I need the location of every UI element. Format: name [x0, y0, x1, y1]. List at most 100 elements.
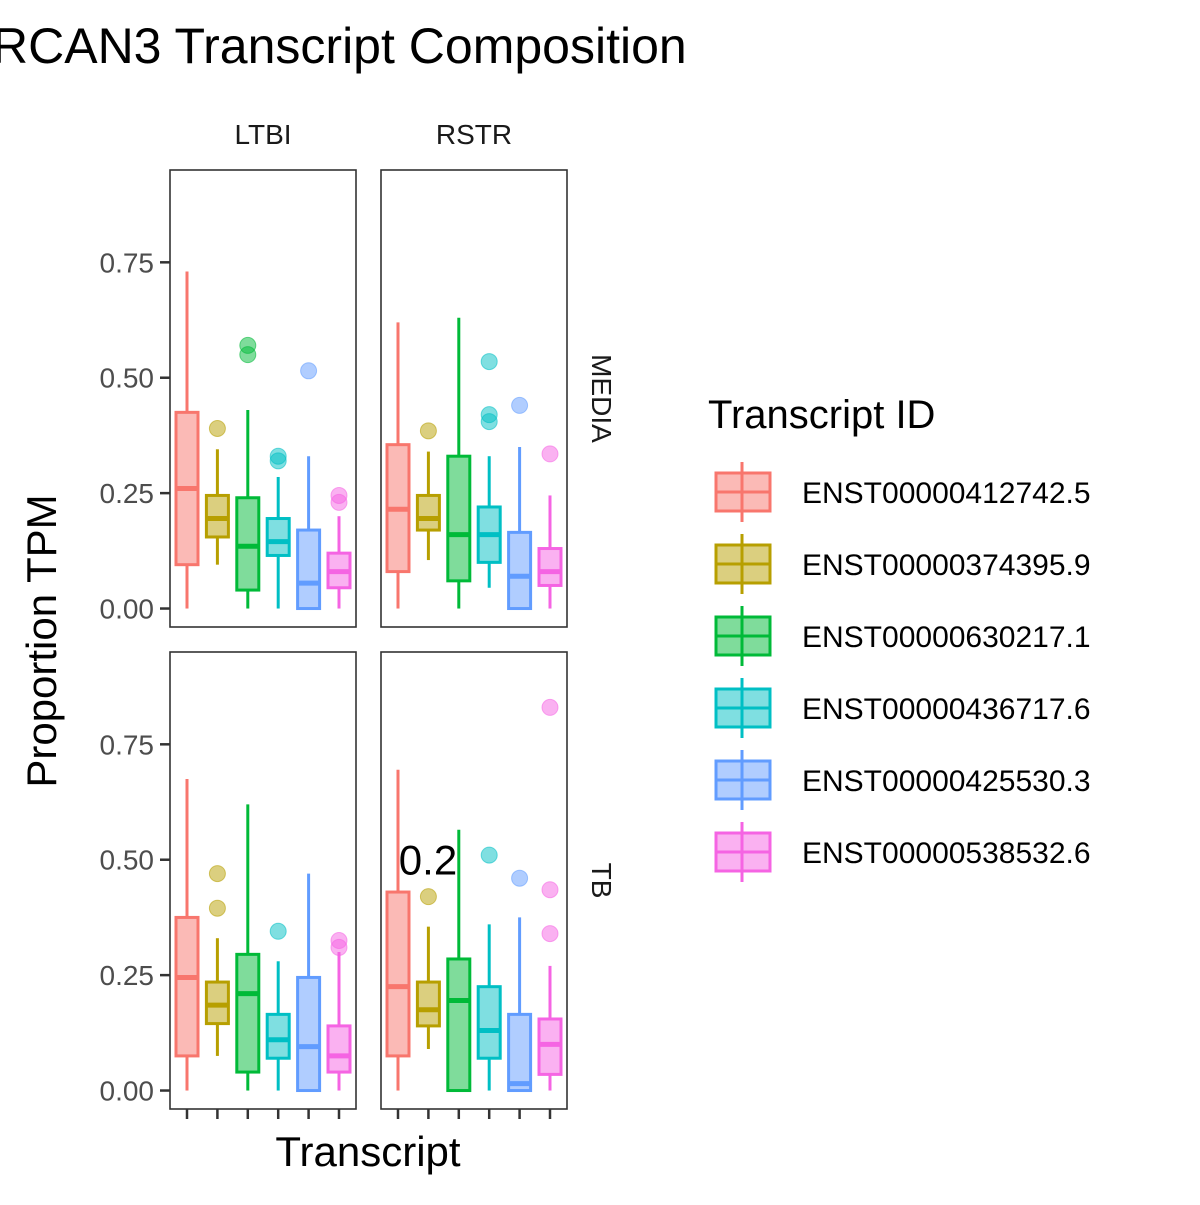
box-ltbi-media-3 — [235, 336, 261, 609]
box-rstr-tb-4 — [476, 846, 502, 1091]
iqr-box — [235, 952, 261, 1074]
outlier-point — [330, 486, 348, 504]
panel-border — [380, 651, 568, 1110]
iqr-box — [415, 980, 441, 1028]
iqr-box — [446, 957, 472, 1093]
legend-title: Transcript ID — [708, 393, 935, 437]
outlier-point — [300, 362, 318, 380]
box-ltbi-media-2 — [204, 420, 230, 565]
outlier-point — [269, 922, 287, 940]
y-tick-label: 0.75 — [100, 729, 155, 760]
box-rstr-media-6 — [537, 445, 563, 609]
iqr-box — [265, 1012, 291, 1060]
strip-label-media: MEDIA — [586, 354, 617, 443]
box-rstr-media-5 — [507, 396, 533, 611]
panel-rstr-tb — [380, 651, 568, 1110]
panel-rstr-media — [380, 169, 568, 628]
box-ltbi-tb-3 — [235, 804, 261, 1091]
x-axis-title: Transcript — [275, 1128, 460, 1175]
iqr-box — [507, 530, 533, 611]
y-axis-title: Proportion TPM — [18, 494, 65, 787]
facet-panels: LTBI 0.00 0.25 0.50 0.75 RSTR MEDIA 0.00 0.25 0.5… — [100, 119, 617, 1119]
legend-item-3: ENST00000630217.1 — [714, 606, 1091, 666]
box-rstr-media-3 — [446, 317, 472, 609]
panel-ltbi-media — [169, 169, 357, 628]
y-tick-label: 0.25 — [100, 478, 155, 509]
box-rstr-tb-1 — [385, 769, 411, 1091]
iqr-box — [174, 915, 200, 1058]
box-ltbi-media-5 — [296, 362, 322, 611]
iqr-box — [296, 975, 322, 1093]
box-ltbi-tb-4 — [265, 922, 291, 1091]
iqr-box — [296, 528, 322, 611]
box-ltbi-media-1 — [174, 271, 200, 609]
chart-title: RCAN3 Transcript Composition — [0, 18, 687, 74]
strip-label-ltbi: LTBI — [234, 119, 291, 150]
iqr-box — [537, 547, 563, 587]
outlier-point — [541, 445, 559, 463]
legend: Transcript ID ENST00000412742.5 ENST00000… — [708, 393, 1091, 882]
outlier-point — [330, 932, 348, 950]
outlier-point — [208, 899, 226, 917]
annotation-label: 0.2 — [399, 837, 457, 884]
iqr-box — [415, 493, 441, 532]
legend-label: ENST00000412742.5 — [802, 477, 1091, 510]
iqr-box — [326, 1024, 352, 1074]
outlier-point — [541, 925, 559, 943]
box-rstr-tb-5 — [507, 869, 533, 1093]
box-ltbi-media-4 — [265, 447, 291, 609]
panel-border — [169, 651, 357, 1110]
iqr-box — [385, 890, 411, 1058]
y-tick-label: 0.50 — [100, 363, 155, 394]
box-rstr-media-4 — [476, 353, 502, 588]
legend-label: ENST00000425530.3 — [802, 765, 1091, 798]
legend-label: ENST00000374395.9 — [802, 549, 1091, 582]
iqr-box — [446, 454, 472, 583]
panel-border — [169, 169, 357, 628]
outlier-point — [511, 869, 529, 887]
box-rstr-media-1 — [385, 322, 411, 609]
box-ltbi-media-6 — [326, 486, 352, 609]
outlier-point — [419, 888, 437, 906]
outlier-point — [208, 420, 226, 438]
outlier-point — [208, 865, 226, 883]
iqr-box — [265, 517, 291, 557]
strip-label-tb: TB — [586, 863, 617, 899]
box-ltbi-tb-1 — [174, 778, 200, 1091]
outlier-point — [541, 698, 559, 716]
box-ltbi-tb-6 — [326, 932, 352, 1091]
outlier-point — [480, 353, 498, 371]
box-rstr-media-2 — [415, 422, 441, 561]
y-tick-label: 0.00 — [100, 594, 155, 625]
legend-item-5: ENST00000425530.3 — [714, 750, 1091, 810]
box-ltbi-tb-5 — [296, 873, 322, 1093]
legend-label: ENST00000538532.6 — [802, 837, 1091, 870]
strip-label-rstr: RSTR — [436, 119, 512, 150]
outlier-point — [269, 447, 287, 465]
y-tick-label: 0.75 — [100, 247, 155, 278]
legend-item-1: ENST00000412742.5 — [714, 462, 1091, 522]
panel-border — [380, 169, 568, 628]
y-tick-label: 0.00 — [100, 1076, 155, 1107]
legend-label: ENST00000630217.1 — [802, 621, 1091, 654]
legend-item-4: ENST00000436717.6 — [714, 678, 1091, 738]
panel-ltbi-tb — [169, 651, 357, 1110]
legend-label: ENST00000436717.6 — [802, 693, 1091, 726]
iqr-box — [476, 985, 502, 1060]
legend-item-2: ENST00000374395.9 — [714, 534, 1091, 594]
outlier-point — [419, 422, 437, 440]
legend-item-6: ENST00000538532.6 — [714, 822, 1091, 882]
box-rstr-tb-2 — [415, 888, 441, 1049]
y-tick-label: 0.25 — [100, 960, 155, 991]
outlier-point — [511, 396, 529, 414]
y-tick-label: 0.50 — [100, 845, 155, 876]
iqr-box — [507, 1012, 533, 1093]
outlier-point — [239, 336, 257, 354]
box-rstr-tb-6 — [537, 698, 563, 1091]
outlier-point — [541, 881, 559, 899]
box-rstr-tb-3 — [446, 829, 472, 1093]
outlier-point — [480, 846, 498, 864]
box-ltbi-tb-2 — [204, 865, 230, 1056]
outlier-point — [480, 406, 498, 424]
